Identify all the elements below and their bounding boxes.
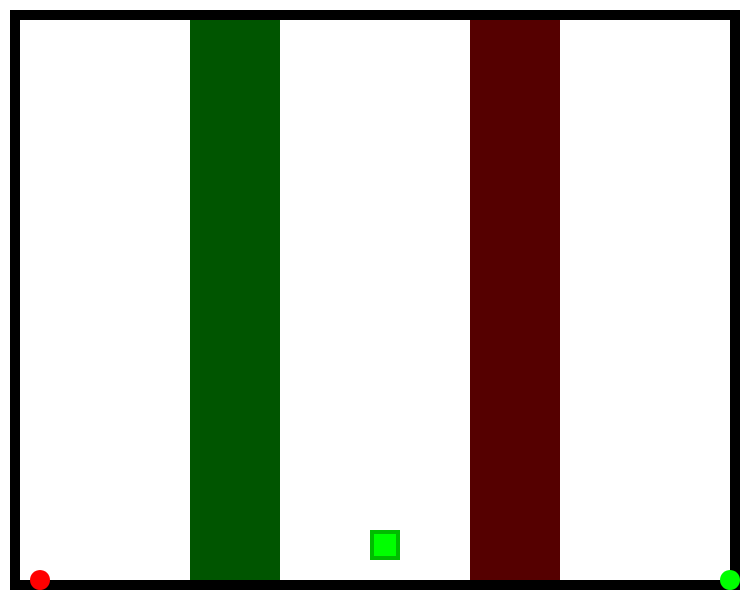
red-zone	[470, 20, 560, 580]
green-zone	[190, 20, 280, 580]
goal-dot-icon	[720, 570, 740, 590]
player-square-icon[interactable]	[370, 530, 400, 560]
game-arena	[10, 10, 740, 590]
start-dot-icon	[30, 570, 50, 590]
